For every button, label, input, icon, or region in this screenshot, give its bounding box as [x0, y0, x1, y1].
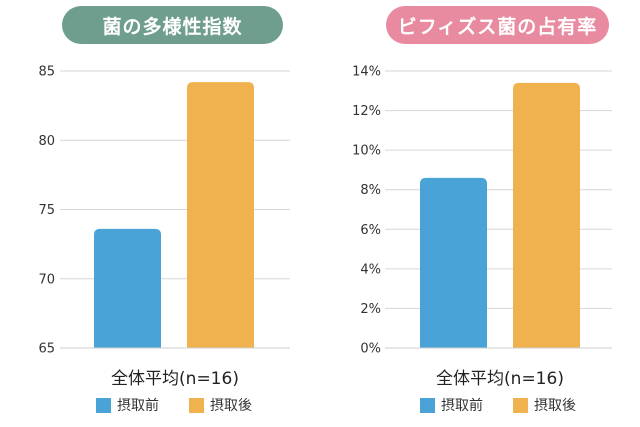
legend-swatch	[513, 398, 528, 413]
y-tick-label: 12%	[352, 104, 381, 119]
y-tick-label: 4%	[360, 262, 381, 277]
y-tick-label: 65	[38, 342, 55, 357]
y-tick-label: 8%	[360, 183, 381, 198]
legend-swatch	[189, 398, 204, 413]
x-category-label: 全体平均(n=16)	[111, 369, 239, 389]
y-tick-label: 70	[38, 272, 55, 287]
y-tick-label: 10%	[352, 144, 381, 159]
legend-swatch	[96, 398, 111, 413]
y-tick-label: 6%	[360, 223, 381, 238]
bar-after	[513, 82, 580, 348]
y-tick-label: 0%	[360, 342, 381, 357]
legend-swatch	[420, 398, 435, 413]
bar-before	[420, 177, 487, 348]
chart-title-diversity: 菌の多様性指数	[62, 6, 283, 44]
y-tick-label: 14%	[352, 65, 381, 80]
legend-label: 摂取前	[117, 397, 159, 414]
legend-label: 摂取前	[441, 397, 483, 414]
legend-label: 摂取後	[534, 398, 576, 414]
y-tick-label: 2%	[360, 302, 381, 317]
y-tick-label: 80	[38, 134, 55, 149]
y-tick-label: 75	[38, 203, 55, 218]
y-tick-label: 85	[38, 65, 55, 80]
x-category-label: 全体平均(n=16)	[436, 369, 564, 389]
chart-title-bifido: ビフィズス菌の占有率	[386, 6, 609, 44]
bar-before	[94, 228, 161, 348]
legend-label: 摂取後	[210, 398, 252, 414]
bar-after	[187, 82, 254, 348]
